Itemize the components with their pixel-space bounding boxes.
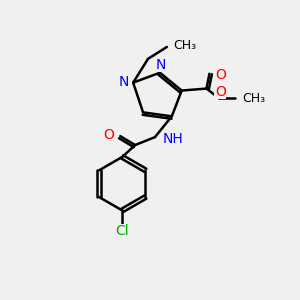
Text: N: N [119, 75, 129, 88]
Text: N: N [156, 58, 166, 72]
Text: CH₃: CH₃ [173, 40, 196, 52]
Text: O: O [215, 68, 226, 82]
Text: Cl: Cl [116, 224, 129, 238]
Text: O: O [103, 128, 114, 142]
Text: CH₃: CH₃ [242, 92, 265, 105]
Text: NH: NH [163, 132, 184, 146]
Text: O: O [215, 85, 226, 98]
